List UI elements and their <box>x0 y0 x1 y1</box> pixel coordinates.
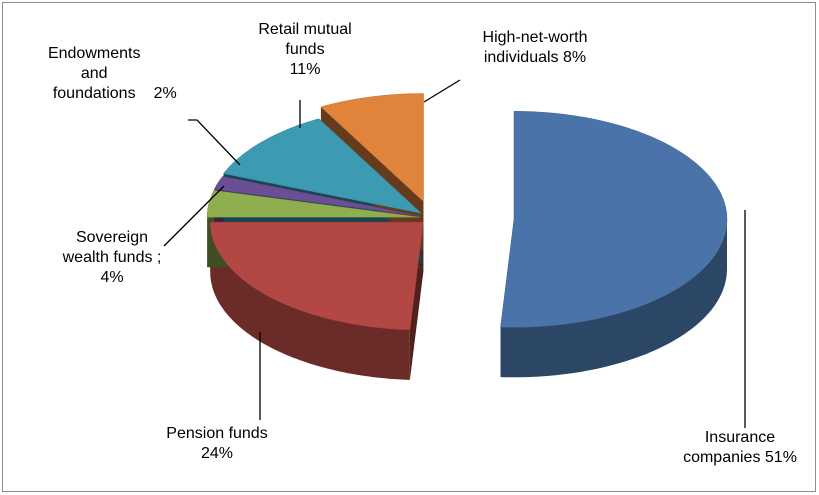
category-label: High-net-worth individuals <box>482 29 588 66</box>
value-label: 24% <box>200 445 234 462</box>
leader-line <box>188 119 241 166</box>
pie-slice <box>213 176 421 217</box>
pie-slice <box>206 190 421 218</box>
category-label: Insurance companies <box>683 429 776 466</box>
data-label: Endowments and foundations 2% <box>33 44 183 104</box>
data-label: Pension funds 24% <box>158 424 276 464</box>
data-label: Insurance companies 51% <box>665 428 815 468</box>
leader-line <box>163 185 225 247</box>
category-label: Sovereign wealth funds ; <box>62 229 162 266</box>
pie-slice <box>500 111 728 328</box>
slice-side <box>500 219 727 378</box>
pie-slice <box>210 221 424 331</box>
category-label: Endowments and foundations <box>47 45 141 102</box>
data-label: Retail mutual funds 11% <box>250 20 360 80</box>
leader-line <box>423 79 461 103</box>
value-label: 8% <box>563 49 587 66</box>
category-label: Retail mutual funds <box>258 21 352 58</box>
pie-slice <box>320 93 424 203</box>
data-label: High-net-worth individuals 8% <box>465 28 605 68</box>
value-label: 4% <box>100 269 124 286</box>
value-label: 2% <box>153 85 177 102</box>
data-label: Sovereign wealth funds ; 4% <box>53 228 171 288</box>
value-label: 11% <box>289 61 321 78</box>
value-label: 51% <box>764 449 797 466</box>
category-label: Pension funds <box>166 425 268 442</box>
